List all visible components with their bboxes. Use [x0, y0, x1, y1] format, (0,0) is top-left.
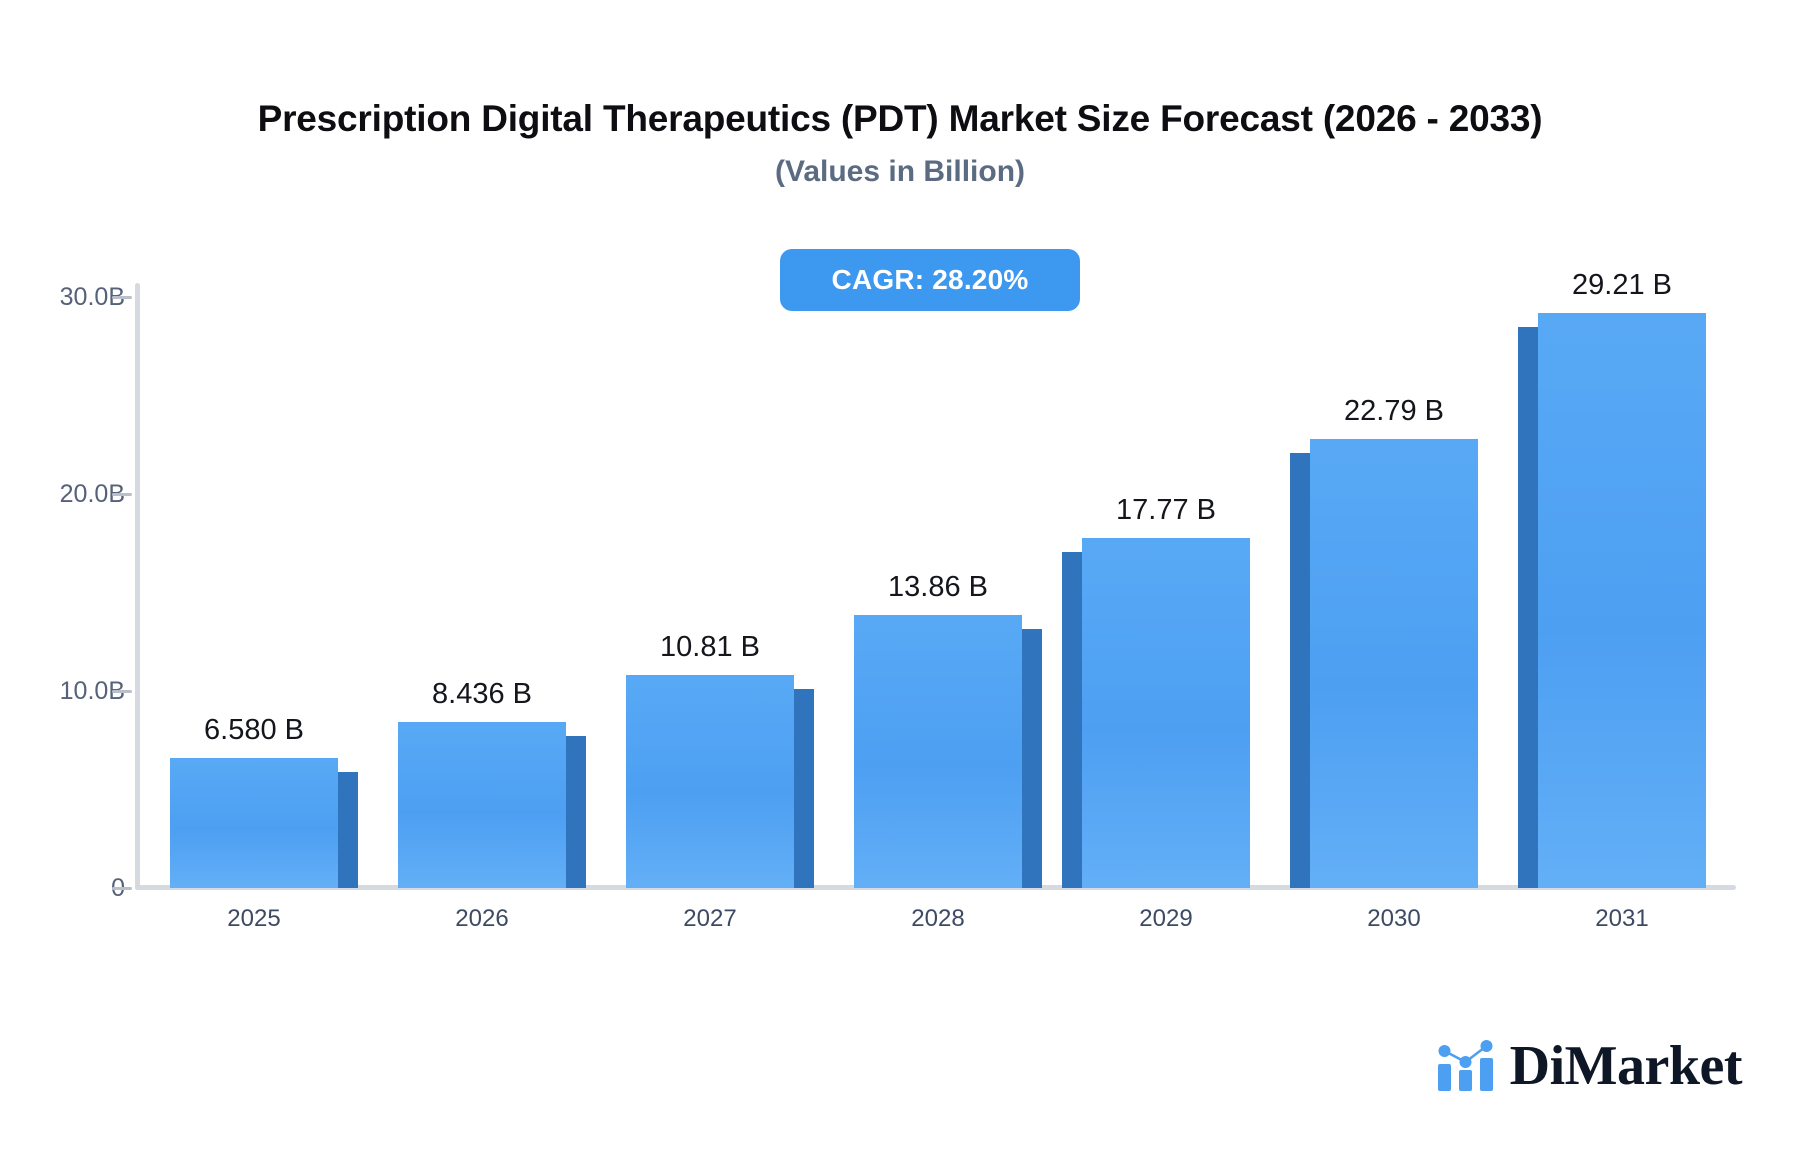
bar-front-face [854, 614, 1022, 888]
bar-side-face [338, 772, 358, 888]
brand-logo: DiMarket [1436, 1035, 1743, 1097]
y-axis-tick-mark [112, 295, 132, 299]
bar-front-face [1310, 439, 1478, 888]
logo-text: DiMarket [1509, 1035, 1743, 1097]
bar-front-face [398, 721, 566, 888]
bar-2026[interactable]: 8.436 B [398, 678, 586, 888]
x-axis-label-2025: 2025 [227, 905, 281, 932]
bar-front-face [1538, 312, 1706, 888]
y-axis-line [135, 283, 140, 890]
y-axis-tick-mark [112, 492, 132, 496]
bar-2029[interactable]: 17.77 B [1062, 494, 1250, 888]
x-axis-label-2029: 2029 [1139, 905, 1193, 932]
bar-2031[interactable]: 29.21 B [1518, 269, 1706, 888]
bar-front-face [1082, 537, 1250, 888]
bar-side-face [1022, 628, 1042, 888]
bar-value-label: 22.79 B [1344, 395, 1444, 428]
x-axis-label-2026: 2026 [455, 905, 509, 932]
x-axis-label-2028: 2028 [911, 905, 965, 932]
bar-front-face [626, 675, 794, 888]
cagr-badge-label: CAGR: 28.20% [831, 264, 1029, 295]
bar-value-label: 13.86 B [888, 570, 988, 603]
bar-value-label: 17.77 B [1116, 493, 1216, 526]
bar-2030[interactable]: 22.79 B [1290, 395, 1478, 888]
bar-value-label: 10.81 B [660, 631, 760, 664]
bar-side-face [566, 735, 586, 888]
title-block: Prescription Digital Therapeutics (PDT) … [0, 98, 1800, 189]
bar-side-face [1062, 551, 1082, 888]
page-title: Prescription Digital Therapeutics (PDT) … [257, 98, 1543, 139]
bar-value-label: 8.436 B [432, 677, 532, 710]
y-axis-tick-mark [112, 886, 132, 890]
x-axis-label-2031: 2031 [1595, 905, 1649, 932]
chart-subtitle: (Values in Billion) [774, 154, 1026, 188]
bar-front-face [170, 758, 338, 888]
bar-side-face [794, 689, 814, 888]
bar-2027[interactable]: 10.81 B [626, 631, 814, 888]
bar-value-label: 6.580 B [204, 714, 304, 747]
y-axis-tick-mark [112, 689, 132, 693]
x-axis-label-2030: 2030 [1367, 905, 1421, 932]
bar-side-face [1518, 326, 1538, 888]
cagr-badge: CAGR: 28.20% [780, 249, 1080, 311]
bar-2028[interactable]: 13.86 B [854, 571, 1042, 888]
bar-chart-icon [1437, 1040, 1493, 1091]
x-axis-label-2027: 2027 [683, 905, 737, 932]
bar-value-label: 29.21 B [1572, 268, 1672, 301]
bar-2025[interactable]: 6.580 B [170, 714, 358, 888]
bar-side-face [1290, 453, 1310, 888]
